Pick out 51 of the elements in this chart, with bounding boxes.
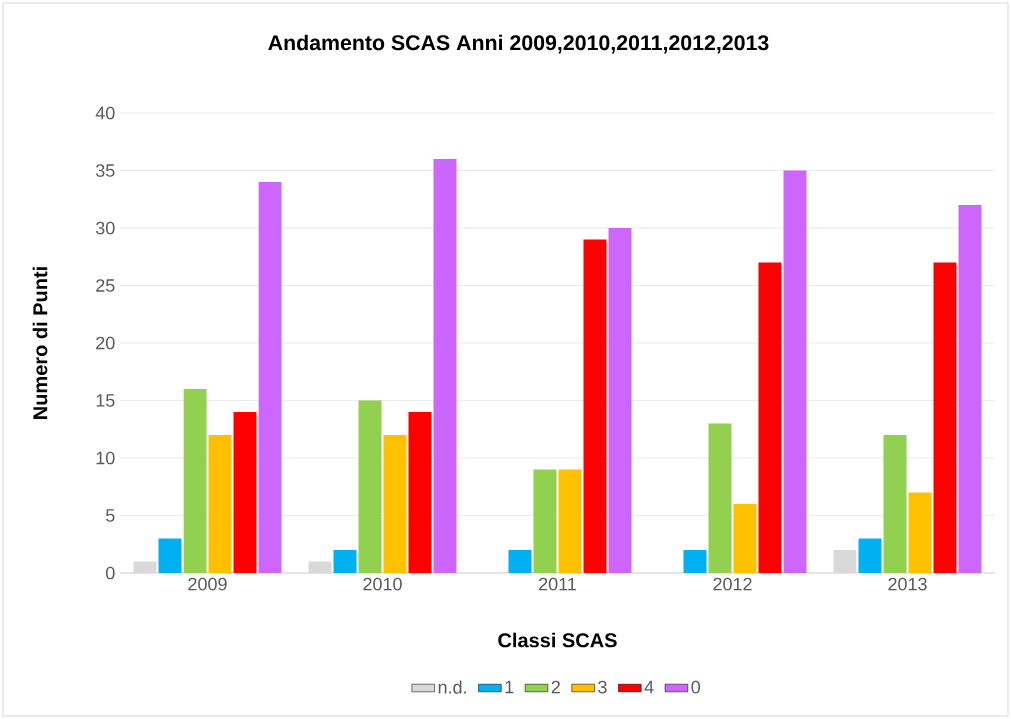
x-tick-label: 2009 — [188, 577, 227, 591]
bar — [258, 182, 282, 573]
bar — [308, 561, 332, 573]
legend-label: 1 — [505, 680, 514, 694]
x-tick-label: 2010 — [363, 577, 402, 591]
y-tick-label: 20 — [96, 336, 115, 350]
bar — [908, 492, 932, 573]
bar — [708, 423, 732, 573]
bar — [858, 538, 882, 573]
bar — [958, 205, 982, 573]
y-axis-title: Numero di Punti — [32, 267, 48, 419]
x-tick-label: 2012 — [713, 577, 752, 591]
bar — [408, 412, 432, 573]
bar — [183, 389, 207, 573]
y-tick-label: 25 — [96, 279, 115, 292]
bar — [533, 469, 557, 573]
bar — [358, 400, 382, 573]
y-tick-label: 5 — [105, 509, 115, 522]
bar — [333, 550, 357, 573]
y-tick-label: 40 — [95, 106, 115, 120]
chart-title: Andamento SCAS Anni 2009,2010,2011,2012,2013 — [268, 34, 769, 54]
bar — [683, 550, 707, 573]
x-tick-label: 2011 — [539, 577, 576, 591]
bar — [583, 239, 607, 573]
legend-label: 4 — [644, 680, 654, 694]
x-tick-label: 2013 — [888, 577, 927, 591]
bar — [233, 412, 257, 573]
bar — [758, 262, 782, 573]
bar — [508, 550, 532, 573]
y-tick-label: 10 — [96, 451, 115, 465]
legend-label: 0 — [691, 680, 701, 694]
y-tick-label: 30 — [95, 221, 115, 235]
legend-label: n.d. — [438, 680, 466, 694]
bar — [883, 435, 907, 573]
y-tick-label: 35 — [95, 164, 115, 177]
bar — [558, 469, 582, 573]
legend-label: 2 — [551, 680, 560, 694]
bar — [383, 435, 407, 573]
bar — [933, 262, 957, 573]
bar — [133, 561, 157, 573]
bar — [833, 550, 857, 573]
x-axis-title: Classi SCAS — [498, 632, 617, 648]
y-tick-label: 15 — [96, 394, 115, 407]
bar — [208, 435, 232, 573]
bar — [433, 159, 457, 573]
bar — [608, 228, 632, 573]
legend-label: 3 — [598, 680, 607, 694]
y-tick-label: 0 — [105, 566, 115, 580]
bar — [158, 538, 182, 573]
bar — [783, 170, 807, 573]
bar — [733, 504, 757, 573]
